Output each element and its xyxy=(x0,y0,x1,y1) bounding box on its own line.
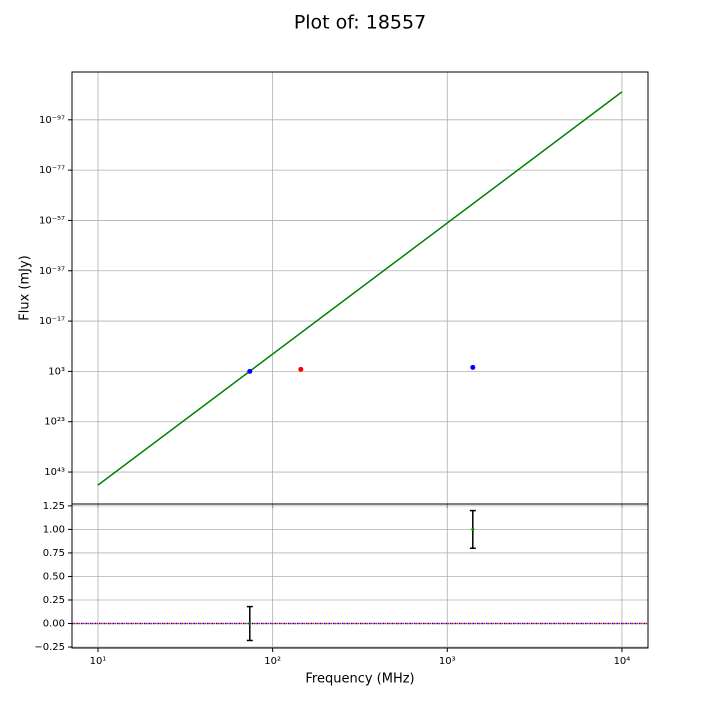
y-tick-label: 10⁻³⁷ xyxy=(39,266,65,277)
data-point xyxy=(298,366,304,372)
x-tick-label: 10² xyxy=(264,656,281,667)
x-tick-label: 10³ xyxy=(439,656,456,667)
data-point xyxy=(247,368,253,374)
x-tick-label: 10⁴ xyxy=(614,656,631,667)
y-axis-label: Flux (mJy) xyxy=(18,255,33,321)
y-tick-label: 10⁻⁷⁷ xyxy=(39,165,65,176)
y-tick-label: 10⁴³ xyxy=(44,467,65,478)
axes-frame xyxy=(71,503,649,649)
data-point xyxy=(470,364,476,370)
y-tick-label: 1.25 xyxy=(43,501,65,512)
y-tick-label: 0.75 xyxy=(43,548,65,559)
data-point xyxy=(248,622,252,626)
data-point xyxy=(471,527,475,531)
y-tick-label: 10⁻⁹⁷ xyxy=(39,115,65,126)
y-tick-label: 10²³ xyxy=(44,417,65,428)
y-tick-label: 0.00 xyxy=(43,619,65,630)
x-axis-label: Frequency (MHz) xyxy=(305,672,414,687)
y-tick-label: −0.25 xyxy=(34,642,65,653)
x-tick-label: 10¹ xyxy=(90,656,107,667)
y-tick-label: 10⁻⁵⁷ xyxy=(39,215,65,226)
y-tick-label: 10³ xyxy=(48,366,65,377)
y-tick-label: 0.25 xyxy=(43,595,65,606)
chart-title: Plot of: 18557 xyxy=(294,12,426,34)
fit-line xyxy=(97,91,623,486)
y-tick-label: 0.50 xyxy=(43,571,65,582)
y-tick-label: 10⁻¹⁷ xyxy=(39,316,65,327)
y-tick-label: 1.00 xyxy=(43,524,65,535)
